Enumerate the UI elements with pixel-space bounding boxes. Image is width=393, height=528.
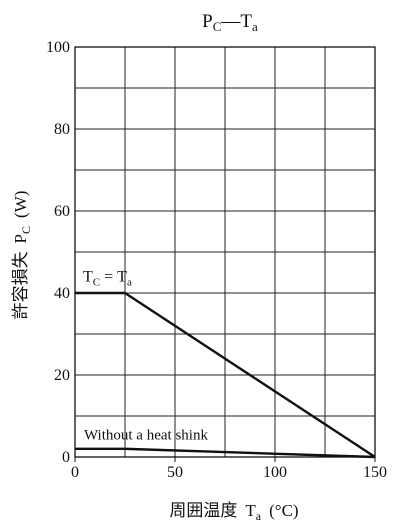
x-tick-label: 0 [71,464,79,481]
y-tick-label: 0 [62,449,70,466]
series-line-tc-equals-ta [75,291,376,459]
x-tick-label: 150 [363,464,387,481]
series-line-without-heat-sink [75,447,376,459]
series-lines [75,291,376,459]
plot-frame [74,46,376,458]
x-tick-label: 100 [263,464,287,481]
y-axis-label: 許容損失PC(W) [11,191,33,320]
y-tick-label: 100 [46,39,70,56]
y-tick-label: 40 [54,285,70,302]
x-axis-label: 周囲温度 Ta (°C) [169,501,298,523]
y-tick-label: 20 [54,367,70,384]
chart-title: PC—Ta [202,11,258,34]
without-heat-sink-label: Without a heat shink [84,427,208,443]
x-tick-label: 50 [167,464,183,481]
tc-equals-ta-label: TC = Ta [83,269,132,289]
tick-labels: 0 50 100 150 0 20 40 60 80 100 [46,39,387,481]
y-tick-label: 60 [54,203,70,220]
grid [74,46,376,458]
y-tick-label: 80 [54,121,70,138]
